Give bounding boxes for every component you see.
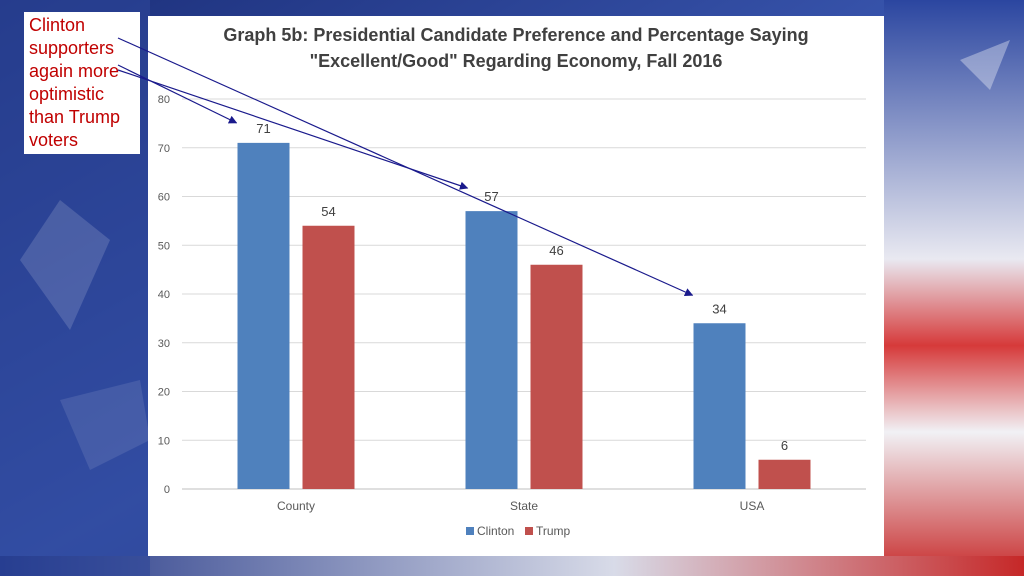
legend-label-trump: Trump <box>536 524 571 538</box>
annotation-arrow <box>117 37 694 296</box>
data-label: 6 <box>781 438 788 453</box>
x-tick-label: State <box>510 499 538 513</box>
legend-swatch-clinton <box>466 527 474 535</box>
data-label: 34 <box>712 301 726 316</box>
y-tick-label: 80 <box>158 94 170 106</box>
y-tick-label: 60 <box>158 192 170 204</box>
data-label: 46 <box>549 243 563 258</box>
bar-clinton-usa <box>693 323 746 489</box>
y-tick-label: 20 <box>158 387 170 399</box>
chart-title: Graph 5b: Presidential Candidate Prefere… <box>223 25 809 71</box>
bar-trump-usa <box>758 459 811 489</box>
y-tick-label: 40 <box>158 289 170 301</box>
data-label: 71 <box>256 121 270 136</box>
y-tick-label: 30 <box>158 338 170 350</box>
annotation-text: Clinton supporters again more optimistic… <box>29 15 121 150</box>
y-tick-label: 70 <box>158 143 170 155</box>
legend-swatch-trump <box>525 527 533 535</box>
y-tick-label: 50 <box>158 240 170 252</box>
bar-trump-county <box>302 225 355 489</box>
data-label: 57 <box>484 189 498 204</box>
bar-clinton-state <box>465 211 518 489</box>
bar-clinton-county <box>237 142 290 489</box>
x-tick-label: County <box>277 499 315 513</box>
legend-label-clinton: Clinton <box>477 524 514 538</box>
annotation-box <box>24 12 140 154</box>
x-tick-label: USA <box>740 499 765 513</box>
bar-trump-state <box>530 264 583 489</box>
y-tick-label: 0 <box>164 484 170 496</box>
annotation-arrow <box>117 64 238 124</box>
y-tick-label: 10 <box>158 435 170 447</box>
data-label: 54 <box>321 204 335 219</box>
